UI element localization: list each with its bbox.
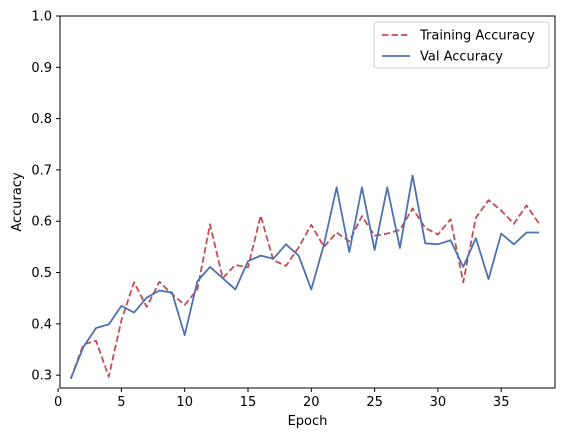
y-tick-label: 1.0 [31,10,52,25]
y-tick-label: 0.4 [31,317,52,332]
x-tick-label: 35 [493,395,510,410]
legend: Training Accuracy Val Accuracy [374,22,549,68]
y-tick-label: 0.6 [31,215,52,230]
x-axis-title: Epoch [288,414,328,429]
y-tick-label: 0.9 [31,61,52,76]
x-tick-label: 15 [240,395,257,410]
legend-label-val-accuracy: Val Accuracy [420,50,503,65]
x-tick-label: 25 [366,395,383,410]
x-tick-label: 20 [303,395,320,410]
y-tick-label: 0.8 [31,112,52,127]
x-tick-label: 30 [430,395,447,410]
legend-label-training-accuracy: Training Accuracy [419,29,535,44]
y-tick-label: 0.7 [31,163,52,178]
y-tick-label: 0.3 [31,369,52,384]
x-tick-label: 5 [117,395,125,410]
x-tick-label: 10 [176,395,193,410]
y-tick-label: 0.5 [31,266,52,281]
x-tick-label: 0 [54,395,62,410]
y-axis-title: Accuracy [10,172,25,232]
